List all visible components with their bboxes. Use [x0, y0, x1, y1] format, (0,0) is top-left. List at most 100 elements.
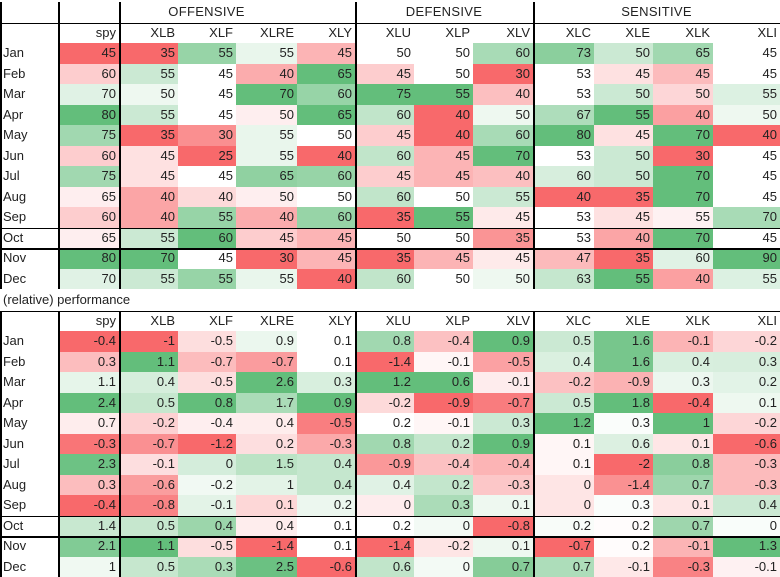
value-cell: 55 [414, 84, 473, 105]
value-cell: 40 [713, 125, 780, 146]
column-separator [58, 311, 60, 577]
value-cell: 45 [178, 105, 236, 126]
table-top-border [0, 23, 780, 25]
value-cell: 0.2 [355, 516, 414, 537]
value-cell: 45 [297, 248, 355, 269]
value-cell: 60 [533, 166, 594, 187]
value-cell: 70 [58, 84, 119, 105]
value-cell: 0.3 [58, 352, 119, 373]
value-cell: 53 [533, 64, 594, 85]
value-cell: 45 [713, 228, 780, 249]
value-cell: 1.4 [58, 516, 119, 537]
value-cell: 45 [713, 187, 780, 208]
value-cell: 0.7 [653, 475, 713, 496]
value-cell: 45 [119, 166, 178, 187]
value-cell: 75 [58, 125, 119, 146]
value-cell: 60 [355, 146, 414, 167]
value-cell: 70 [119, 248, 178, 269]
value-cell: -0.2 [355, 393, 414, 414]
value-cell: 2.5 [236, 557, 297, 577]
month-label: Aug [0, 187, 58, 208]
value-cell: 55 [178, 207, 236, 228]
value-cell: 0.5 [533, 393, 594, 414]
value-cell: 70 [58, 269, 119, 290]
value-cell: -1 [119, 331, 178, 352]
row-separator [0, 248, 780, 250]
value-cell: -0.1 [713, 557, 780, 577]
value-cell: -0.5 [178, 536, 236, 557]
value-cell: -0.7 [473, 393, 533, 414]
value-cell: 50 [119, 84, 178, 105]
value-cell: 45 [653, 64, 713, 85]
value-cell: -0.3 [473, 475, 533, 496]
value-cell: 1 [236, 475, 297, 496]
value-cell: -0.6 [713, 434, 780, 455]
value-cell: -0.7 [236, 352, 297, 373]
column-header: XLC [533, 23, 594, 44]
value-cell: 73 [533, 43, 594, 64]
value-cell: 70 [236, 84, 297, 105]
value-cell: 60 [58, 146, 119, 167]
value-cell: -0.1 [178, 495, 236, 516]
value-cell: 35 [355, 248, 414, 269]
value-cell: 50 [355, 43, 414, 64]
value-cell: 70 [653, 187, 713, 208]
value-cell: 75 [355, 84, 414, 105]
month-label: Mar [0, 372, 58, 393]
value-cell: 35 [355, 207, 414, 228]
value-cell: 2.1 [58, 536, 119, 557]
value-cell: -1.2 [178, 434, 236, 455]
value-cell: -0.5 [178, 372, 236, 393]
value-cell: 90 [713, 248, 780, 269]
month-label: Feb [0, 64, 58, 85]
value-cell: 0.5 [533, 331, 594, 352]
value-cell: 60 [297, 166, 355, 187]
value-cell: 60 [653, 248, 713, 269]
value-cell: -0.8 [473, 516, 533, 537]
column-header: spy [58, 311, 119, 332]
value-cell: 45 [178, 64, 236, 85]
value-cell: -0.4 [414, 454, 473, 475]
value-cell: -0.1 [414, 413, 473, 434]
value-cell: 60 [58, 207, 119, 228]
column-separator [355, 311, 357, 577]
value-cell: 0.3 [58, 475, 119, 496]
value-cell: 55 [119, 269, 178, 290]
value-cell: 55 [178, 269, 236, 290]
column-header: XLRE [236, 311, 297, 332]
value-cell: 55 [414, 207, 473, 228]
value-cell: 53 [533, 146, 594, 167]
value-cell: 35 [594, 187, 653, 208]
value-cell: 0.2 [594, 516, 653, 537]
value-cell: -0.4 [178, 413, 236, 434]
value-cell: 45 [297, 228, 355, 249]
value-cell: 40 [473, 166, 533, 187]
value-cell: 0 [355, 495, 414, 516]
value-cell: 55 [713, 269, 780, 290]
value-cell: -0.3 [713, 475, 780, 496]
group-header: SENSITIVE [533, 2, 780, 23]
value-cell: 0.1 [653, 434, 713, 455]
value-cell: 1 [653, 413, 713, 434]
value-cell: 0.1 [297, 352, 355, 373]
value-cell: 1 [58, 557, 119, 577]
value-cell: -0.3 [713, 454, 780, 475]
value-cell: 0 [713, 516, 780, 537]
value-cell: 2.6 [236, 372, 297, 393]
value-cell: 0 [533, 475, 594, 496]
value-cell: 40 [653, 105, 713, 126]
value-cell: 53 [533, 207, 594, 228]
value-cell: 0.1 [533, 434, 594, 455]
value-cell: -0.9 [594, 372, 653, 393]
value-cell: -0.2 [713, 331, 780, 352]
value-cell: 35 [473, 228, 533, 249]
column-separator [355, 2, 357, 289]
value-cell: 45 [297, 43, 355, 64]
month-label: Sep [0, 495, 58, 516]
value-cell: 0.3 [594, 495, 653, 516]
value-cell: 65 [653, 43, 713, 64]
value-cell: 45 [713, 166, 780, 187]
value-cell: 40 [119, 207, 178, 228]
value-cell: -0.2 [178, 475, 236, 496]
value-cell: 47 [533, 248, 594, 269]
